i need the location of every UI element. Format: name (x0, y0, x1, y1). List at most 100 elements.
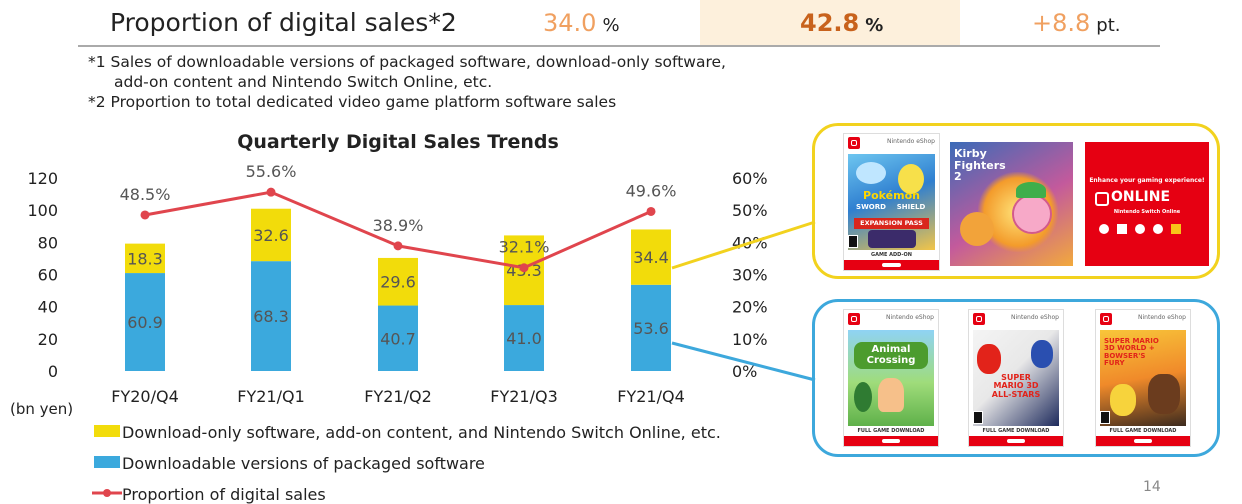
online-subtitle: Nintendo Switch Online (1113, 209, 1181, 215)
legend-swatch (94, 456, 120, 468)
right-tick-label: 30% (732, 266, 768, 285)
pokemon-logo: Pokémon (863, 189, 920, 202)
chart-legend: Download-only software, add-on content, … (92, 423, 721, 504)
nintendo-footer (844, 260, 939, 270)
right-tick-label: 60% (732, 169, 768, 188)
bowser-character (1148, 374, 1180, 414)
bar-value-label: 41.0 (506, 329, 542, 348)
right-tick-label: 20% (732, 298, 768, 317)
pokemon-shield-text: SHIELD (896, 203, 926, 211)
left-tick-label: 0 (48, 362, 58, 381)
footnote-1: *1 Sales of downloadable versions of pac… (88, 53, 726, 71)
footnote-1-continued: add-on content and Nintendo Switch Onlin… (114, 73, 493, 91)
switch-logo-icon (1095, 192, 1109, 206)
proportion-point (393, 241, 403, 251)
right-tick-label: 50% (732, 201, 768, 220)
controller-icon (1117, 224, 1127, 234)
online-icons-row (1099, 222, 1195, 234)
category-label: FY20/Q4 (111, 387, 179, 406)
full-game-band: FULL GAME DOWNLOAD (969, 428, 1063, 436)
eshop-strip: Nintendo eShop (844, 134, 939, 152)
line-series: 48.5% 55.6% 38.9% 32.1% 49.6% (120, 162, 677, 273)
left-tick-label: 100 (27, 201, 58, 220)
switch-logo-icon (973, 313, 985, 325)
eshop-text: Nintendo eShop (886, 314, 934, 321)
mario-3d-all-stars-box: Nintendo eShop SUPER MARIO 3D ALL-STARS … (968, 309, 1064, 447)
proportion-point (519, 263, 529, 273)
download-only-panel (812, 123, 1220, 279)
header-divider (78, 45, 1160, 47)
legend-swatch (94, 425, 120, 437)
x-axis-labels: FY20/Q4 FY21/Q1 FY21/Q2 FY21/Q3 FY21/Q4 (111, 387, 685, 406)
bar-download-only (378, 257, 418, 306)
nintendo-footer (969, 436, 1063, 446)
full-game-text: FULL GAME DOWNLOAD (982, 428, 1050, 434)
switch-logo-icon (848, 313, 860, 325)
bar-series: 60.918.368.332.640.729.641.043.353.634.4 (125, 208, 671, 371)
cat-mario-character (1110, 384, 1136, 416)
right-axis: 0%10%20%30%40%50%60% (732, 169, 768, 381)
left-tick-label: 20 (38, 330, 58, 349)
animal-crossing-art: Animal Crossing (848, 330, 934, 426)
bar-value-label: 68.3 (253, 307, 289, 326)
all-stars-logo: SUPER MARIO 3D ALL-STARS (991, 373, 1041, 399)
digital-sales-header-row: Proportion of digital sales*2 34.0% 42.8… (0, 0, 1242, 46)
kirby-hat (1016, 182, 1046, 198)
current-value-highlight (700, 0, 960, 46)
bar-packaged-software (378, 305, 418, 371)
villager-character (878, 378, 904, 412)
change-unit: pt. (1096, 15, 1121, 36)
rating-icon (1100, 411, 1110, 424)
switch-logo-icon (848, 137, 860, 149)
bar-packaged-software (631, 284, 671, 371)
kirby-logo: Kirby Fighters 2 (954, 147, 1006, 184)
full-game-band: FULL GAME DOWNLOAD (844, 428, 938, 436)
left-tick-label: 60 (38, 266, 58, 285)
legend-line-marker (103, 489, 111, 497)
pokemon-ground (868, 230, 916, 248)
proportion-label: 32.1% (499, 238, 550, 257)
change-value: +8.8 pt. (1032, 9, 1121, 37)
left-tick-label: 120 (27, 169, 58, 188)
nintendo-footer (1096, 436, 1190, 446)
header-label: Proportion of digital sales*2 (110, 8, 457, 37)
eshop-text: Nintendo eShop (1011, 314, 1059, 321)
legend-label: Downloadable versions of packaged softwa… (122, 454, 485, 473)
bar-download-only (631, 229, 671, 285)
current-unit: % (865, 15, 884, 36)
pokemon-expansion-pass-box: Nintendo eShop Pokémon SWORD SHIELD EXPA… (843, 133, 940, 271)
block-icon (1171, 224, 1181, 234)
online-logo-text: ONLINE (1111, 189, 1171, 205)
bar-value-label: 18.3 (127, 249, 163, 268)
rating-icon (973, 411, 983, 424)
category-label: FY21/Q4 (617, 387, 685, 406)
pokemon-pass-text: EXPANSION PASS (854, 218, 929, 229)
proportion-label: 49.6% (626, 181, 677, 200)
animal-crossing-logo: Animal Crossing (854, 342, 928, 369)
pokemon-subtitle-row: SWORD SHIELD (850, 203, 933, 216)
full-game-text: FULL GAME DOWNLOAD (857, 428, 925, 434)
bar-value-label: 34.4 (633, 248, 669, 267)
bar-value-label: 32.6 (253, 226, 289, 245)
bar-value-label: 29.6 (380, 273, 416, 292)
character-icon (1153, 224, 1163, 234)
eshop-text: Nintendo eShop (1138, 314, 1186, 321)
prev-number: 34.0 (543, 9, 597, 37)
full-game-text: FULL GAME DOWNLOAD (1109, 428, 1177, 434)
tree-shape (854, 382, 872, 412)
left-axis-unit: (bn yen) (10, 400, 73, 418)
mario-3d-world-art: SUPER MARIO 3D WORLD + BOWSER'S FURY (1100, 330, 1186, 426)
proportion-label: 55.6% (246, 162, 297, 181)
3d-world-logo: SUPER MARIO 3D WORLD + BOWSER'S FURY (1104, 337, 1159, 368)
rating-icon (848, 235, 858, 248)
bar-value-label: 60.9 (127, 313, 163, 332)
right-tick-label: 10% (732, 330, 768, 349)
bar-download-only (251, 208, 291, 262)
chart-title: Quarterly Digital Sales Trends (237, 131, 559, 153)
callout-packaged (671, 341, 816, 382)
proportion-label: 38.9% (373, 216, 424, 235)
callout-lines (671, 220, 816, 382)
bar-packaged-software (504, 305, 544, 371)
legend-label: Proportion of digital sales (122, 485, 326, 504)
current-number: 42.8 (800, 9, 860, 37)
